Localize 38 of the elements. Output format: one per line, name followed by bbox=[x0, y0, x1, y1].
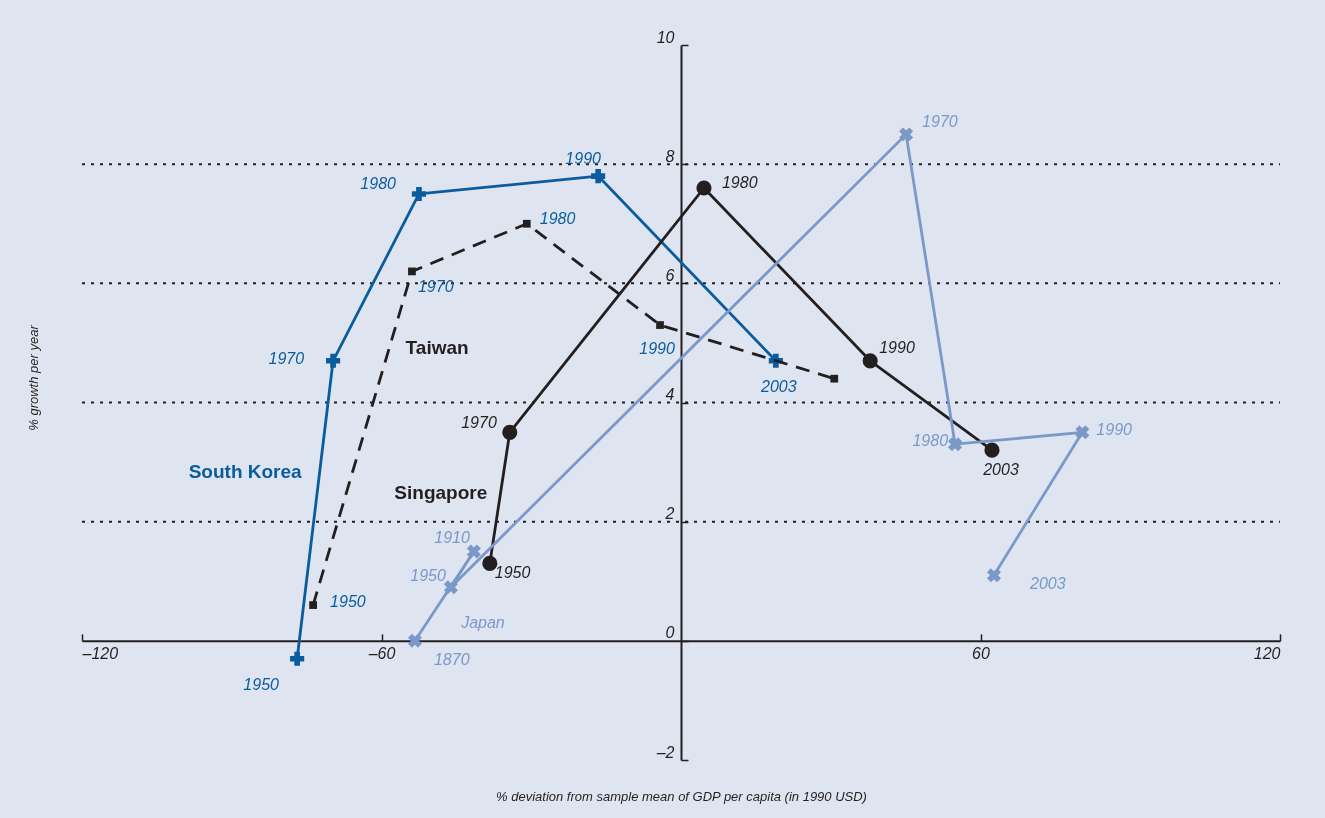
x-axis-title: % deviation from sample mean of GDP per capita (in 1990 USD) bbox=[496, 788, 867, 804]
annotation: 1910 bbox=[434, 529, 470, 547]
x-tick-label: 60 bbox=[972, 645, 990, 663]
y-axis-title: % growth per year bbox=[25, 324, 41, 431]
x-tick-label: –120 bbox=[81, 645, 119, 663]
y-tick-label: 6 bbox=[665, 266, 675, 284]
series-label: Japan bbox=[460, 613, 505, 631]
annotation: 2003 bbox=[982, 461, 1019, 479]
annotation: 1950 bbox=[243, 675, 280, 693]
annotation: 1980 bbox=[721, 174, 758, 191]
series-label: Singapore bbox=[394, 482, 488, 504]
x-tick-label: 120 bbox=[1253, 645, 1281, 663]
x-tick-label: –60 bbox=[367, 645, 396, 663]
annotation: 1980 bbox=[360, 174, 397, 192]
y-tick-label: 10 bbox=[656, 28, 675, 46]
annotation: 2003 bbox=[1028, 575, 1066, 593]
annotation: 1990 bbox=[639, 340, 675, 358]
annotation: 1970 bbox=[417, 278, 454, 296]
series-label: Taiwan bbox=[405, 337, 469, 359]
y-tick-label: 4 bbox=[665, 386, 675, 403]
annotation: 1990 bbox=[1096, 421, 1133, 439]
series-label: South Korea bbox=[188, 460, 303, 482]
annotation: 1950 bbox=[410, 567, 446, 585]
annotation: 1950 bbox=[330, 593, 366, 611]
annotation: 1970 bbox=[922, 113, 958, 131]
annotation: 1980 bbox=[539, 209, 576, 227]
annotation: 1970 bbox=[268, 349, 305, 367]
y-tick-label: 0 bbox=[665, 624, 675, 642]
y-tick-label: 8 bbox=[665, 147, 675, 165]
annotation: 1990 bbox=[879, 338, 915, 356]
annotation: 1980 bbox=[912, 432, 949, 450]
annotation: 1950 bbox=[494, 564, 531, 582]
y-tick-label: –2 bbox=[655, 743, 675, 761]
annotation: 2003 bbox=[760, 377, 797, 395]
annotation: 1870 bbox=[433, 650, 470, 668]
y-tick-label: 2 bbox=[664, 505, 675, 523]
annotation: 1970 bbox=[461, 414, 497, 432]
annotation: 1990 bbox=[565, 150, 602, 168]
